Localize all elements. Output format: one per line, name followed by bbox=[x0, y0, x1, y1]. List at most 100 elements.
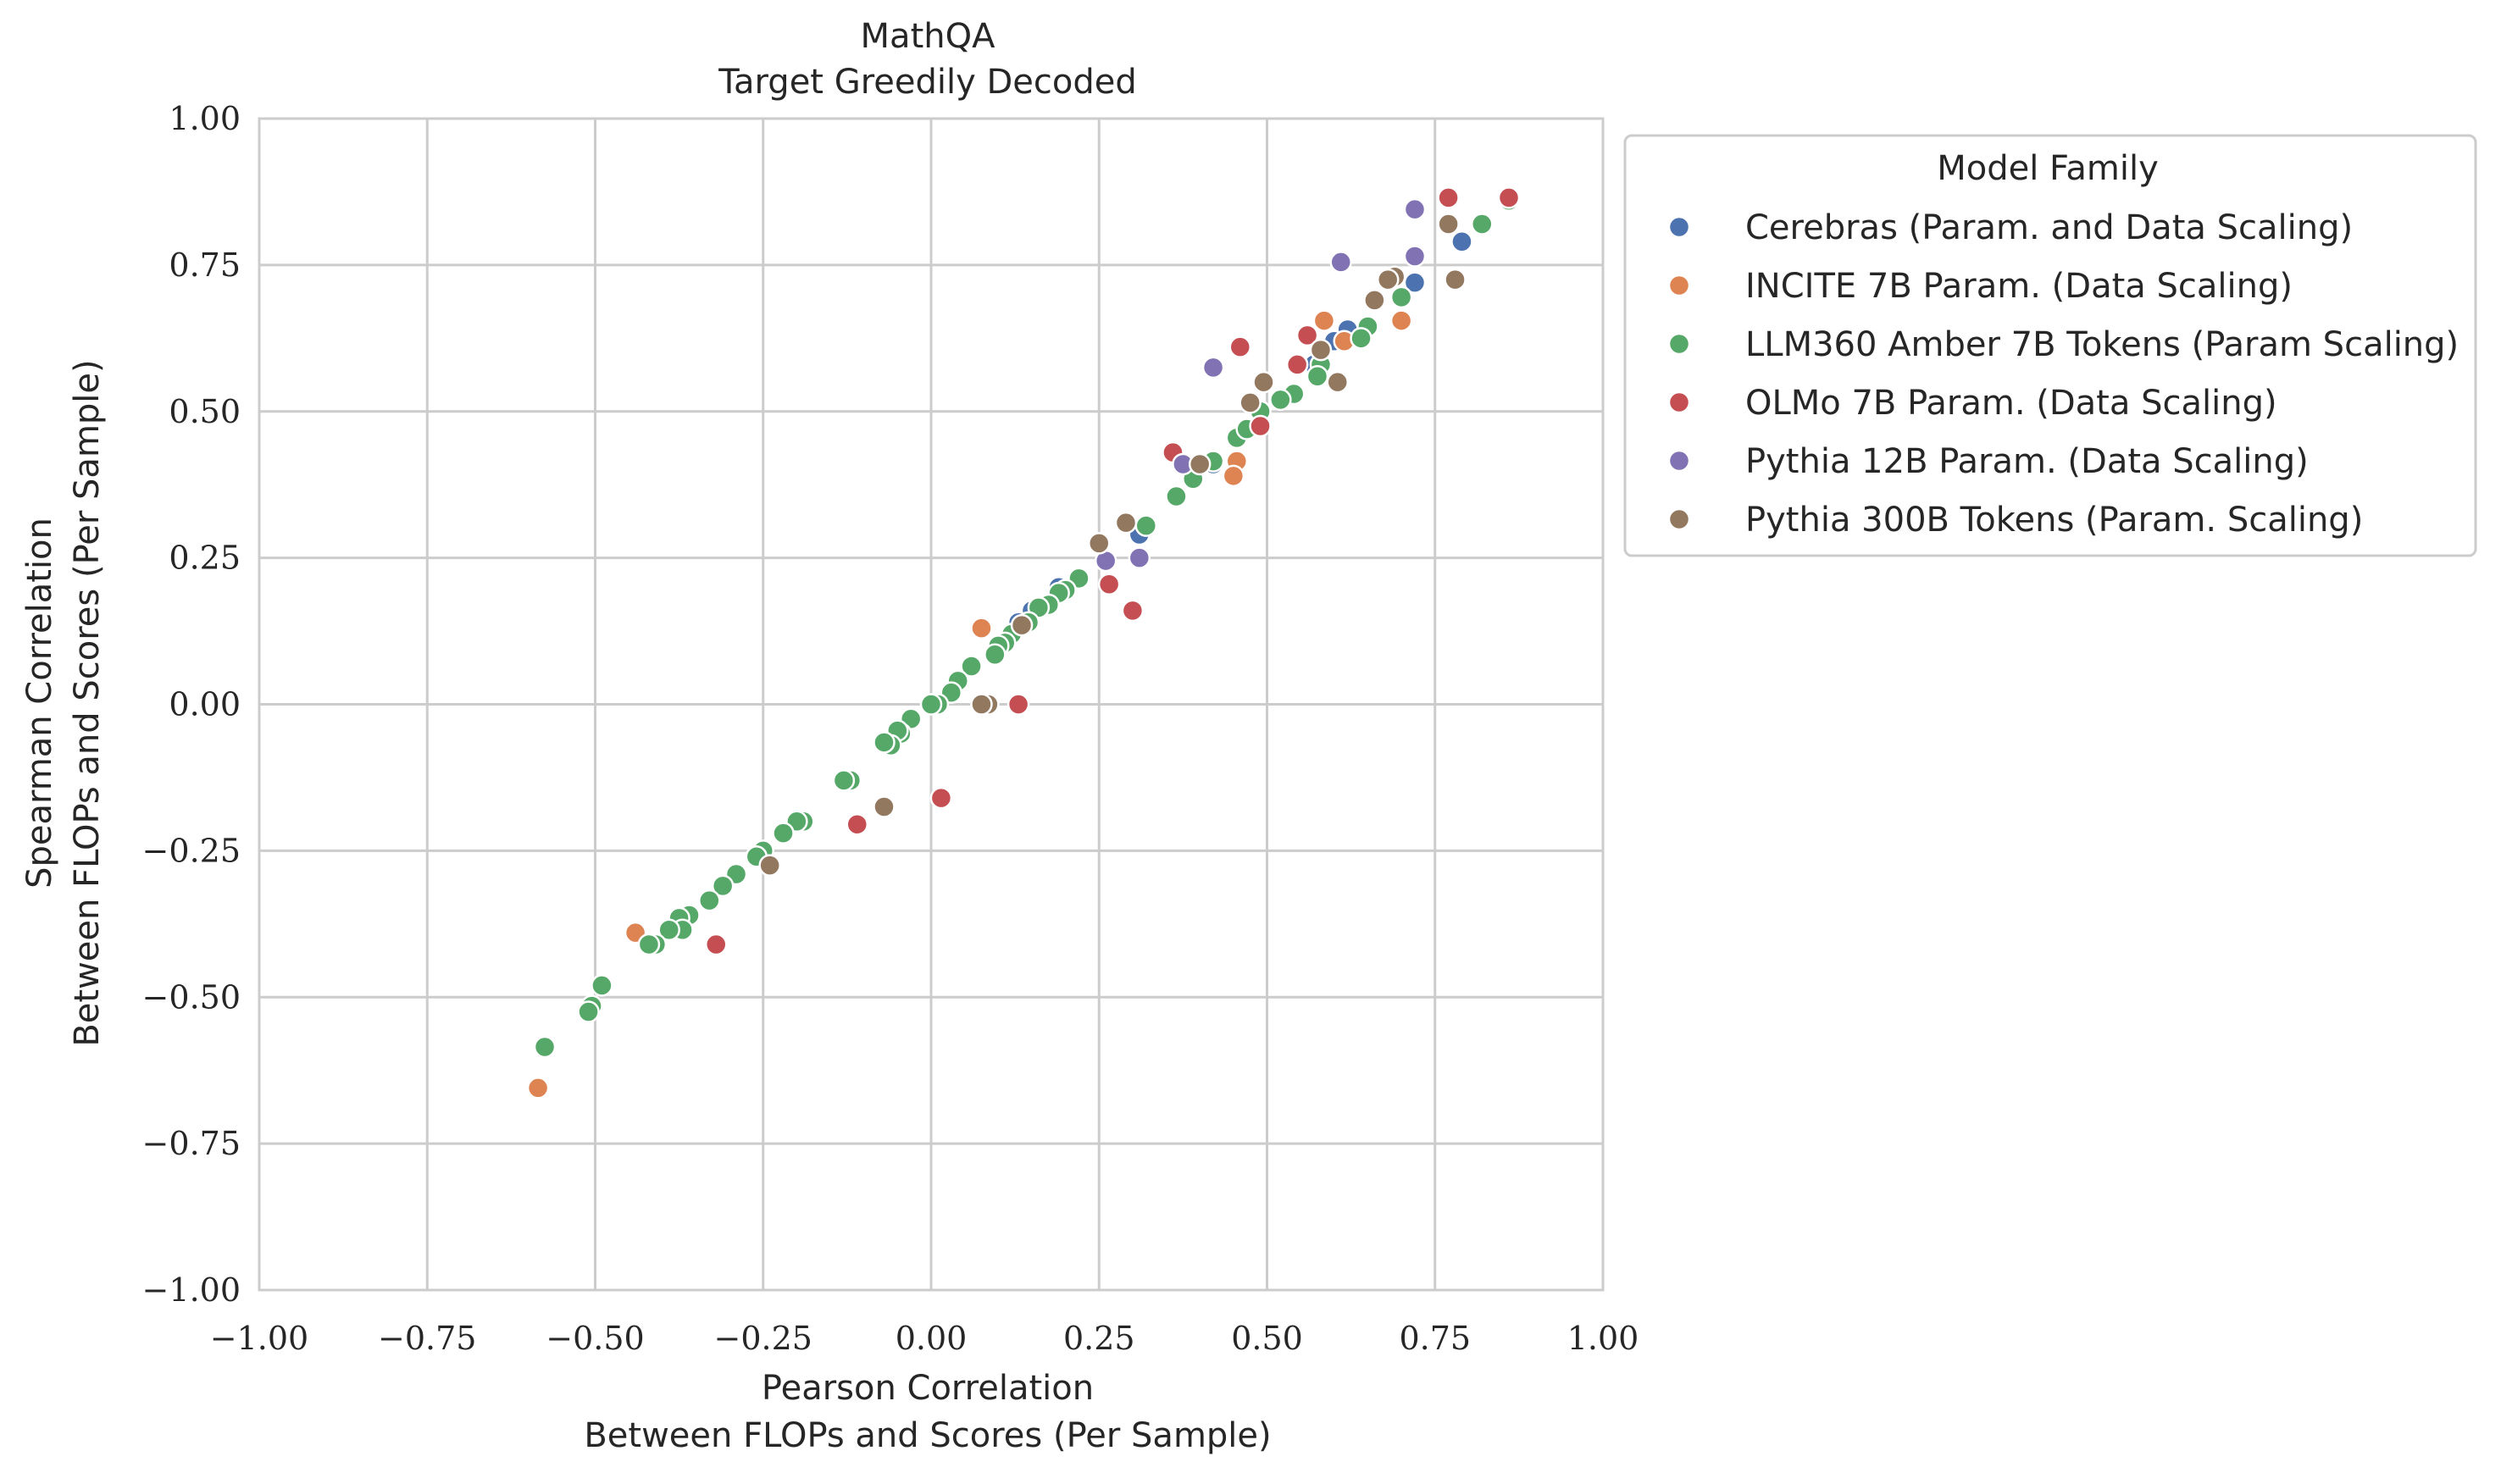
data-point-series-3 bbox=[704, 933, 728, 956]
legend-marker bbox=[1667, 449, 1691, 473]
x-tick-label: 0.50 bbox=[1231, 1320, 1303, 1357]
data-point-series-5 bbox=[873, 795, 896, 818]
data-point-series-1 bbox=[1222, 464, 1245, 488]
data-point-series-2 bbox=[577, 1000, 600, 1023]
data-point-series-2 bbox=[1134, 514, 1158, 537]
x-tick-label: 0.25 bbox=[1063, 1320, 1135, 1357]
chart-title: MathQA bbox=[861, 17, 996, 56]
data-point-series-2 bbox=[1471, 213, 1494, 235]
data-point-series-5 bbox=[758, 854, 781, 877]
legend-title: Model Family bbox=[1937, 149, 2159, 188]
legend-label: INCITE 7B Param. (Data Scaling) bbox=[1745, 267, 2293, 306]
y-tick-label: −0.50 bbox=[142, 978, 241, 1016]
legend-label: OLMo 7B Param. (Data Scaling) bbox=[1745, 384, 2277, 423]
x-tick-label: 0.00 bbox=[896, 1320, 968, 1357]
legend-label: Pythia 300B Tokens (Param. Scaling) bbox=[1745, 501, 2363, 540]
data-point-series-2 bbox=[832, 769, 856, 792]
data-point-series-3 bbox=[846, 813, 869, 836]
data-point-series-2 bbox=[711, 874, 735, 898]
data-point-series-3 bbox=[1249, 414, 1272, 438]
legend-marker bbox=[1667, 507, 1691, 531]
y-tick-label: −0.25 bbox=[142, 832, 241, 869]
data-point-series-1 bbox=[526, 1077, 550, 1099]
data-point-series-4 bbox=[1403, 245, 1427, 268]
data-point-series-5 bbox=[1309, 338, 1333, 362]
y-tick-label: 0.25 bbox=[169, 540, 241, 577]
data-point-series-2 bbox=[919, 693, 943, 716]
data-point-series-5 bbox=[1252, 370, 1275, 394]
scatter-points bbox=[526, 186, 1521, 1099]
data-point-series-2 bbox=[698, 889, 721, 912]
data-point-series-3 bbox=[1437, 186, 1460, 209]
data-point-series-3 bbox=[1006, 693, 1030, 716]
data-point-series-5 bbox=[1188, 452, 1212, 476]
legend-marker bbox=[1667, 332, 1691, 356]
data-point-series-5 bbox=[1444, 268, 1467, 291]
data-point-series-1 bbox=[970, 617, 993, 640]
data-point-series-2 bbox=[533, 1035, 557, 1059]
legend-marker bbox=[1667, 215, 1691, 239]
data-point-series-5 bbox=[1114, 511, 1138, 534]
data-point-series-2 bbox=[873, 731, 896, 754]
data-point-series-5 bbox=[1437, 213, 1460, 235]
data-point-series-1 bbox=[1312, 309, 1336, 332]
data-point-series-4 bbox=[1201, 356, 1225, 379]
data-point-series-2 bbox=[1165, 485, 1188, 508]
x-tick-label: 1.00 bbox=[1567, 1320, 1639, 1357]
data-point-series-3 bbox=[1228, 335, 1252, 358]
data-point-series-1 bbox=[1389, 309, 1413, 332]
data-point-series-4 bbox=[1128, 546, 1151, 569]
x-tick-label: −0.25 bbox=[714, 1320, 812, 1357]
data-point-series-3 bbox=[1497, 186, 1521, 209]
x-tick-label: −0.75 bbox=[378, 1320, 476, 1357]
legend-marker bbox=[1667, 274, 1691, 297]
data-point-series-0 bbox=[1403, 271, 1427, 294]
y-tick-label: 0.00 bbox=[169, 686, 241, 723]
legend-label: Pythia 12B Param. (Data Scaling) bbox=[1745, 442, 2309, 481]
data-point-series-5 bbox=[1239, 391, 1262, 414]
data-point-series-3 bbox=[1295, 324, 1319, 347]
y-tick-label: 1.00 bbox=[169, 100, 241, 137]
data-point-series-5 bbox=[1363, 289, 1386, 312]
y-tick-label: −0.75 bbox=[142, 1125, 241, 1162]
data-point-series-5 bbox=[970, 693, 993, 716]
y-axis-label-line2: Between FLOPs and Scores (Per Sample) bbox=[68, 359, 107, 1046]
x-tick-label: −1.00 bbox=[210, 1320, 308, 1357]
data-point-series-2 bbox=[984, 643, 1006, 666]
data-point-series-2 bbox=[657, 918, 680, 941]
data-point-series-4 bbox=[1403, 197, 1427, 221]
x-axis-label-line2: Between FLOPs and Scores (Per Sample) bbox=[584, 1416, 1271, 1455]
data-point-series-2 bbox=[1269, 388, 1292, 412]
data-point-series-5 bbox=[1326, 370, 1350, 394]
legend-label: LLM360 Amber 7B Tokens (Param Scaling) bbox=[1745, 325, 2459, 364]
legend-label: Cerebras (Param. and Data Scaling) bbox=[1745, 208, 2353, 247]
data-point-series-5 bbox=[1376, 268, 1400, 291]
legend-entries: Cerebras (Param. and Data Scaling) INCITE… bbox=[1667, 208, 2459, 540]
legend-marker bbox=[1667, 390, 1691, 414]
data-point-series-0 bbox=[1450, 230, 1473, 253]
x-tick-label: 0.75 bbox=[1399, 1320, 1471, 1357]
plot-area-frame bbox=[258, 117, 1605, 1292]
data-point-series-2 bbox=[960, 655, 983, 678]
y-tick-label: 0.75 bbox=[169, 246, 241, 284]
data-point-series-3 bbox=[1285, 353, 1309, 376]
data-point-series-3 bbox=[929, 786, 953, 810]
y-tick-labels: 1.00 0.75 0.50 0.25 0.00 −0.25 −0.50 −0.75 −1.00 bbox=[142, 100, 241, 1309]
data-point-series-5 bbox=[1088, 532, 1111, 555]
x-axis-label-line1: Pearson Correlation bbox=[762, 1369, 1094, 1408]
data-point-series-2 bbox=[591, 974, 613, 997]
data-point-series-2 bbox=[637, 933, 661, 956]
chart-subtitle: Target Greedily Decoded bbox=[718, 63, 1137, 102]
data-point-series-2 bbox=[772, 822, 795, 844]
legend: Model Family Cerebras (Param. and Data S… bbox=[1623, 134, 2477, 557]
data-point-series-5 bbox=[1010, 613, 1034, 637]
data-point-series-4 bbox=[1329, 251, 1352, 274]
data-point-series-3 bbox=[1121, 599, 1145, 623]
y-axis-label-line1: Spearman Correlation bbox=[20, 518, 59, 889]
data-point-series-2 bbox=[1306, 365, 1329, 388]
y-tick-label: −1.00 bbox=[142, 1271, 241, 1309]
legend-box bbox=[1623, 134, 2477, 557]
x-tick-label: −0.50 bbox=[546, 1320, 644, 1357]
data-point-series-3 bbox=[1097, 573, 1121, 595]
